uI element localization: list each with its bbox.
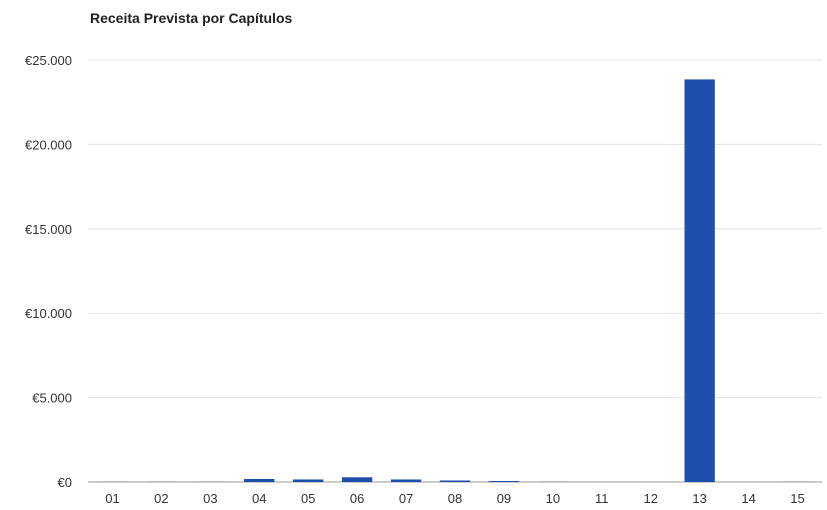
x-tick-label: 14 [741, 491, 755, 506]
y-tick-label: €5.000 [32, 391, 72, 406]
y-tick-label: €20.000 [25, 137, 72, 152]
x-tick-label: 03 [203, 491, 217, 506]
x-tick-label: 07 [399, 491, 413, 506]
x-tick-label: 11 [595, 491, 609, 506]
bar-07 [390, 479, 422, 482]
chart-title: Receita Prevista por Capítulos [90, 10, 293, 26]
x-tick-label: 09 [497, 491, 511, 506]
y-tick-label: €15.000 [25, 222, 72, 237]
bar-08 [439, 480, 471, 482]
x-tick-label: 13 [692, 491, 706, 506]
x-tick-label: 01 [105, 491, 119, 506]
x-tick-label: 02 [154, 491, 168, 506]
bar-13 [684, 79, 715, 483]
x-tick-label: 06 [350, 491, 364, 506]
bar-06 [341, 477, 373, 482]
y-tick-label: €10.000 [25, 306, 72, 321]
bar-09 [488, 480, 520, 482]
x-tick-label: 04 [252, 491, 266, 506]
x-tick-label: 08 [448, 491, 462, 506]
x-tick-label: 15 [790, 491, 804, 506]
x-tick-label: 05 [301, 491, 315, 506]
bar-04 [244, 478, 275, 482]
x-tick-label: 12 [643, 491, 657, 506]
y-tick-label: €0 [58, 475, 72, 490]
bar-05 [293, 479, 324, 482]
y-tick-label: €25.000 [25, 53, 72, 68]
x-tick-label: 10 [546, 491, 560, 506]
